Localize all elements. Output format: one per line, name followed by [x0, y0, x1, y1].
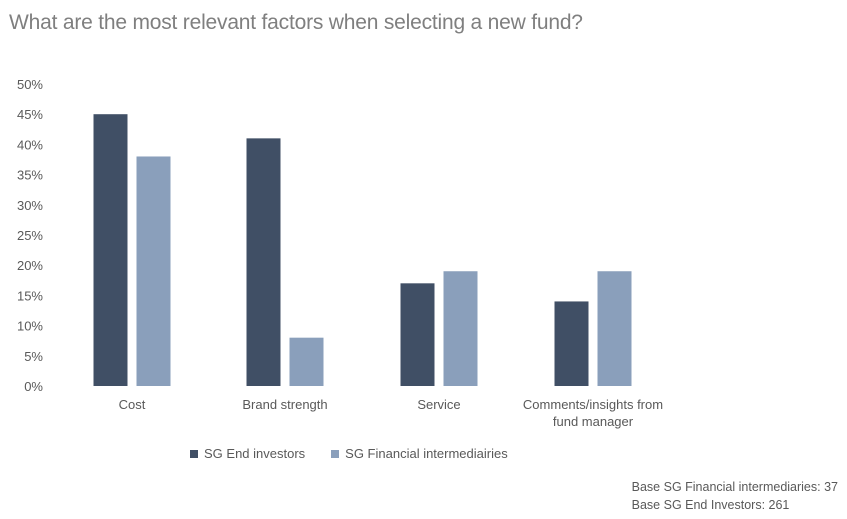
x-category-label: Service [417, 397, 460, 412]
y-tick-label: 50% [17, 77, 43, 92]
legend-swatch-series-1 [190, 449, 198, 458]
chart-legend: SG End investors SG Financial intermedia… [190, 446, 534, 461]
legend-swatch-series-2 [331, 449, 340, 458]
x-category-label: Brand strength [242, 397, 327, 412]
y-tick-label: 0% [24, 379, 43, 394]
bar-chart: 0% 5% 10% 15% 20% 25% 30% 35% 40% 45% 50% Cost Brand… [17, 77, 663, 429]
bar-series-1-category-4 [554, 301, 589, 386]
bar-series-1-category-1 [93, 114, 128, 386]
y-tick-label: 35% [17, 168, 43, 183]
x-category-label: Cost [119, 397, 146, 412]
y-tick-label: 25% [17, 228, 43, 243]
chart-title: What are the most relevant factors when … [9, 11, 583, 34]
legend-item-series-1: SG End investors [190, 446, 305, 461]
x-category-label: Comments/insights from fund manager [523, 397, 663, 429]
bar-series-2-category-1 [136, 156, 171, 386]
legend-item-series-2: SG Financial intermediairies [331, 446, 508, 461]
legend-label-series-2: SG Financial intermediairies [345, 446, 508, 461]
y-tick-label: 20% [17, 258, 43, 273]
footnotes: Base SG Financial intermediaries: 37 Bas… [632, 478, 838, 514]
bar-series-2-category-4 [597, 271, 632, 386]
y-tick-label: 10% [17, 319, 43, 334]
footnote-end-investors-base: Base SG End Investors: 261 [631, 498, 790, 512]
y-tick-label: 45% [17, 107, 43, 122]
footnote-intermediaries-base: Base SG Financial intermediaries: 37 [631, 480, 838, 494]
bar-series-1-category-3 [400, 283, 435, 386]
y-tick-label: 15% [17, 288, 43, 303]
y-tick-label: 40% [17, 137, 43, 152]
bar-series-2-category-3 [443, 271, 478, 386]
y-tick-label: 5% [24, 349, 43, 364]
bar-series-2-category-2 [289, 337, 324, 386]
bar-series-1-category-2 [246, 138, 281, 386]
legend-label-series-1: SG End investors [204, 446, 306, 461]
y-tick-label: 30% [17, 198, 43, 213]
